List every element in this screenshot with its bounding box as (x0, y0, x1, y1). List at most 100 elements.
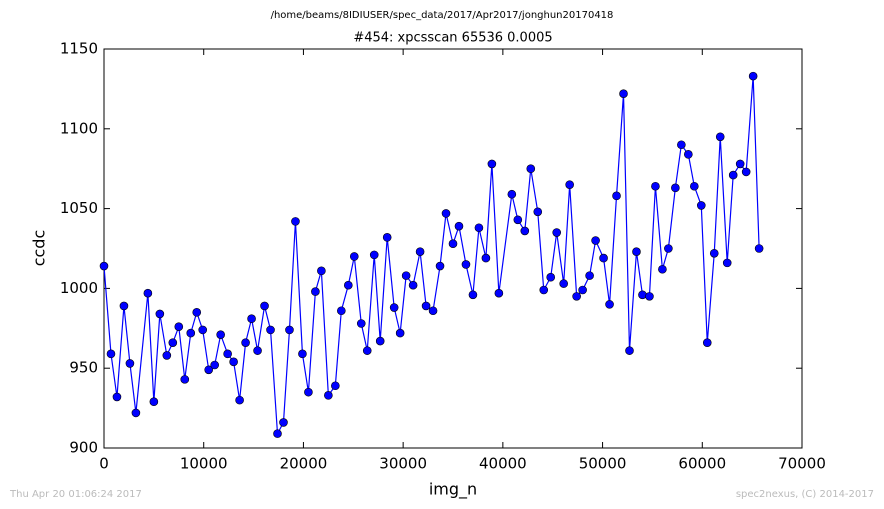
data-point (356, 319, 366, 328)
data-point (474, 223, 484, 233)
data-point (578, 285, 587, 295)
data-point (119, 301, 129, 311)
data-point (143, 288, 153, 298)
data-point (401, 271, 411, 280)
data-point (722, 258, 732, 268)
data-point (612, 191, 621, 201)
data-point (599, 253, 608, 263)
y-tick-label: 1050 (60, 199, 98, 217)
x-tick-label: 30000 (379, 455, 427, 473)
data-point (507, 189, 517, 199)
data-point (304, 387, 313, 397)
x-tick-label: 70000 (778, 455, 826, 473)
data-point (216, 330, 225, 339)
data-point (481, 253, 491, 263)
data-point (235, 395, 244, 405)
data-point (362, 346, 372, 355)
data-point (468, 290, 478, 300)
data-point (671, 183, 680, 193)
data-point (298, 349, 307, 359)
x-tick-label: 60000 (678, 455, 726, 473)
data-point (552, 228, 562, 237)
x-tick-label: 0 (99, 455, 109, 473)
y-tick-label: 1150 (60, 40, 98, 58)
data-point (204, 365, 213, 375)
y-tick-label: 1000 (60, 279, 98, 297)
data-point (684, 150, 693, 159)
data-point (349, 252, 359, 261)
data-point (421, 301, 431, 311)
data-point (125, 359, 135, 368)
data-point (415, 247, 425, 256)
data-point (572, 292, 581, 301)
data-point (317, 266, 326, 276)
data-point (645, 292, 654, 301)
data-point (112, 392, 122, 402)
data-point (241, 338, 250, 347)
y-tick-label: 950 (69, 359, 98, 377)
data-point (155, 309, 165, 319)
data-point (526, 164, 536, 173)
data-point (106, 349, 116, 359)
data-point (638, 290, 647, 300)
data-point (337, 306, 346, 316)
data-point (428, 306, 438, 316)
data-point (279, 418, 288, 427)
data-point (487, 159, 497, 169)
data-point (513, 215, 523, 225)
data-point (605, 300, 614, 309)
x-tick-label: 40000 (479, 455, 527, 473)
data-point (441, 209, 451, 218)
data-point (229, 357, 238, 367)
data-point (546, 272, 556, 282)
data-point (735, 159, 745, 169)
data-point (448, 239, 458, 249)
data-point (651, 181, 660, 191)
data-point (754, 244, 764, 253)
data-point (180, 375, 190, 384)
data-point (162, 351, 172, 360)
data-point (454, 221, 464, 231)
data-point (285, 325, 294, 335)
x-tick-label: 20000 (280, 455, 328, 473)
y-tick-label: 1100 (60, 119, 98, 137)
data-point (324, 391, 333, 400)
data-point (658, 264, 667, 274)
data-point (99, 261, 109, 271)
data-point (389, 303, 399, 312)
data-point (677, 140, 686, 150)
data-point (131, 408, 141, 418)
data-point (174, 322, 184, 332)
footer-left: Thu Apr 20 01:06:24 2017 (9, 489, 142, 500)
data-point (210, 360, 219, 370)
data-point (741, 167, 751, 177)
data-point (375, 336, 385, 346)
data-point (591, 236, 600, 245)
x-tick-label: 10000 (180, 455, 228, 473)
y-tick-label: 900 (69, 439, 98, 457)
data-point (585, 271, 594, 280)
data-point (461, 260, 471, 269)
data-point (559, 279, 568, 288)
data-point (696, 201, 706, 210)
data-point (247, 314, 256, 324)
data-point (149, 397, 159, 407)
data-point (533, 207, 543, 217)
data-point (343, 280, 353, 290)
chart-title: #454: xpcsscan 65536 0.0005 (353, 31, 552, 46)
y-axis-label: ccdc (30, 230, 49, 267)
data-point (619, 89, 628, 98)
data-point (702, 338, 712, 347)
data-point (198, 325, 208, 335)
data-point (291, 217, 300, 226)
suptitle: /home/beams/8IDIUSER/spec_data/2017/Apr2… (271, 10, 614, 21)
data-point (395, 328, 405, 338)
data-point (408, 280, 418, 290)
data-point (311, 287, 320, 296)
x-tick-label: 50000 (579, 455, 627, 473)
data-point (494, 288, 504, 298)
data-point (520, 226, 530, 236)
data-line (103, 76, 760, 436)
data-point (168, 338, 178, 347)
